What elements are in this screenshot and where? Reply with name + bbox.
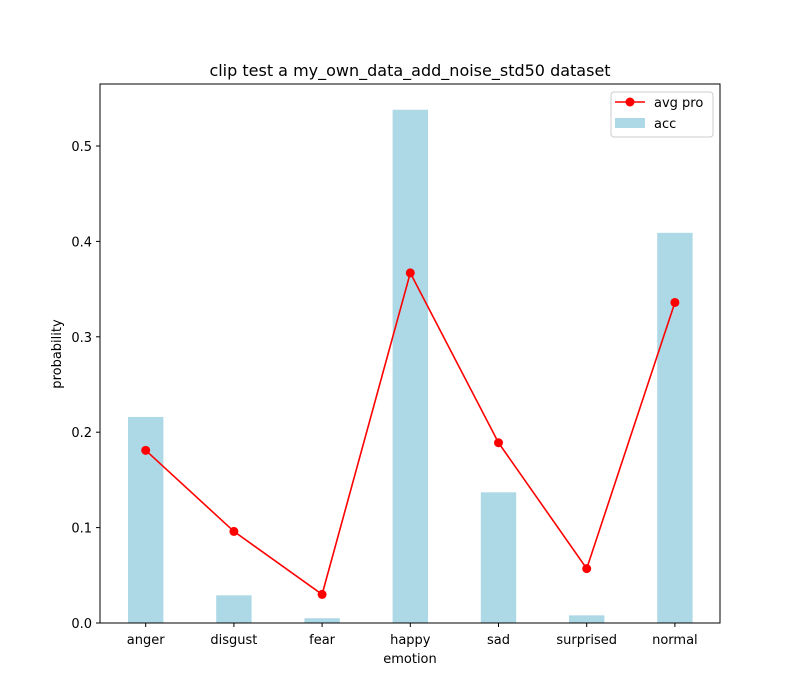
point-sad xyxy=(494,438,503,448)
x-tick-label-disgust: disgust xyxy=(210,633,257,648)
x-tick-label-sad: sad xyxy=(487,633,510,648)
y-tick-label: 0.0 xyxy=(71,617,92,632)
y-tick-label: 0.3 xyxy=(71,331,92,346)
bar-surprised xyxy=(569,615,605,623)
plot-area xyxy=(128,109,693,624)
bar-disgust xyxy=(216,595,252,623)
point-happy xyxy=(405,268,415,278)
y-tick-label: 0.2 xyxy=(71,426,92,441)
point-surprised xyxy=(582,564,592,574)
legend: avg pro acc xyxy=(610,91,714,138)
bar-sad xyxy=(480,492,517,623)
x-tick-label-normal: normal xyxy=(652,633,698,648)
axis-ticks: anger disgust fear happy sad surprised normal 0… xyxy=(71,140,697,648)
bar-normal xyxy=(657,232,693,624)
x-tick-label-surprised: surprised xyxy=(556,633,617,648)
point-fear xyxy=(317,589,327,599)
y-tick-label: 0.5 xyxy=(71,140,92,155)
chart-title: clip test a my_own_data_add_noise_std50 … xyxy=(209,61,610,81)
legend-marker-swatch xyxy=(625,97,635,107)
x-tick-label-anger: anger xyxy=(127,633,165,648)
legend-label-acc: acc xyxy=(654,117,676,132)
bar-fear xyxy=(304,618,340,623)
point-anger xyxy=(141,445,151,455)
x-tick-label-fear: fear xyxy=(309,633,336,648)
y-tick-label: 0.1 xyxy=(71,522,92,537)
x-axis-label: emotion xyxy=(383,652,437,667)
legend-bar-swatch xyxy=(615,118,645,128)
y-axis-label: probability xyxy=(50,319,65,389)
y-tick-label: 0.4 xyxy=(71,235,92,250)
legend-label-avg-pro: avg pro xyxy=(654,96,703,111)
bar-happy xyxy=(392,109,428,624)
point-normal xyxy=(670,297,680,307)
point-disgust xyxy=(229,526,239,536)
x-tick-label-happy: happy xyxy=(390,633,431,648)
